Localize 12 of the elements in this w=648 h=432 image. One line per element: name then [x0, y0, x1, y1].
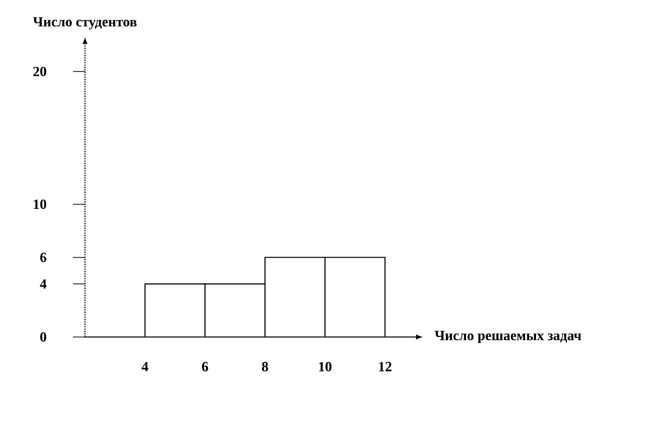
x-tick-label: 12	[379, 362, 392, 372]
y-tick-label: 6	[40, 252, 46, 262]
x-tick-label: 4	[142, 362, 148, 372]
y-tick-label: 20	[33, 66, 46, 76]
y-tick-label: 0	[40, 332, 46, 342]
x-tick-label: 10	[319, 362, 332, 372]
x-tick-label: 8	[262, 362, 268, 372]
y-axis-title: Число студентов	[33, 17, 137, 30]
x-tick-label: 6	[202, 362, 208, 372]
x-axis-title: Число решаемых задач	[434, 330, 582, 344]
y-tick-label: 10	[34, 200, 46, 210]
y-tick-label: 4	[40, 279, 46, 289]
